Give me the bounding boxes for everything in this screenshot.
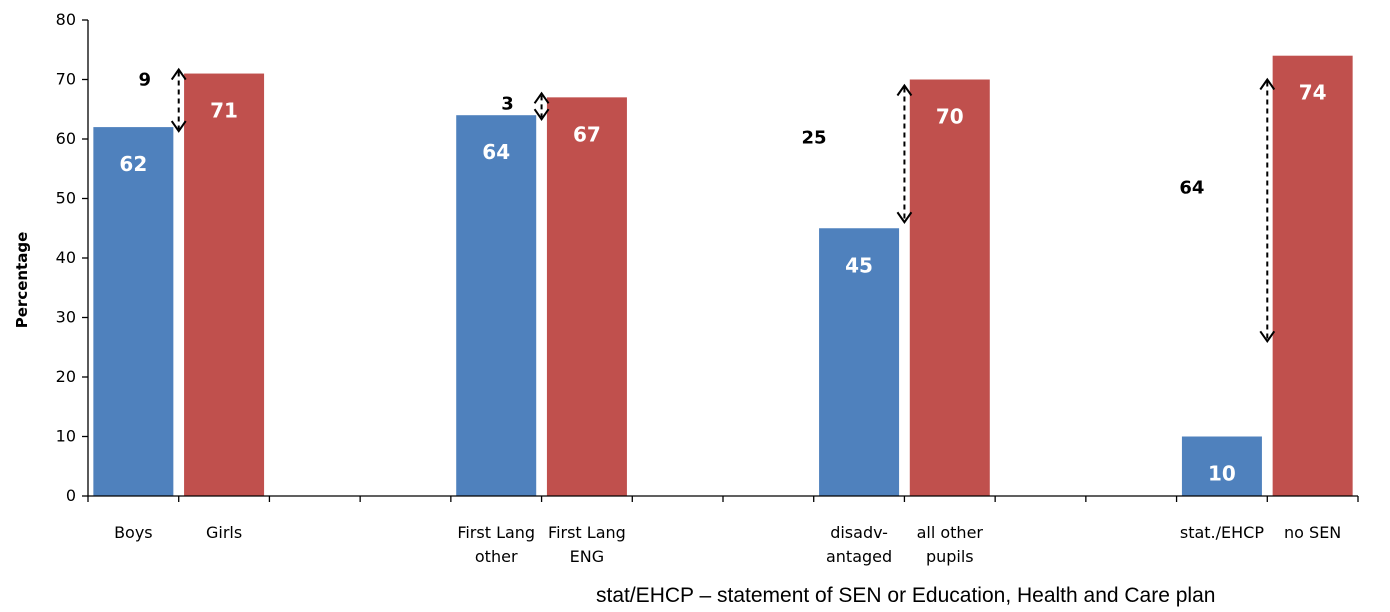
gap-arrow bbox=[533, 91, 550, 121]
gap-arrow-head-up bbox=[896, 83, 913, 97]
data-label: 64 bbox=[482, 140, 510, 164]
data-label: 74 bbox=[1299, 81, 1327, 105]
bar bbox=[456, 115, 537, 496]
x-tick-label: disadv- bbox=[830, 523, 888, 542]
gap-arrow-head-down bbox=[170, 120, 187, 133]
x-tick-label: stat./EHCP bbox=[1180, 523, 1264, 542]
gap-arrow-head-down bbox=[896, 211, 913, 224]
x-tick-label: First Lang bbox=[457, 523, 535, 542]
bar bbox=[1272, 55, 1353, 496]
y-tick-label: 30 bbox=[56, 308, 76, 327]
bar bbox=[546, 97, 627, 496]
data-label: 45 bbox=[845, 253, 873, 277]
y-tick-label: 40 bbox=[56, 248, 76, 267]
data-label: 70 bbox=[936, 105, 964, 129]
gap-arrow bbox=[170, 67, 187, 133]
x-tick-label: no SEN bbox=[1284, 523, 1341, 542]
data-label: 62 bbox=[119, 152, 147, 176]
y-tick-label: 70 bbox=[56, 70, 76, 89]
y-tick-label: 10 bbox=[56, 427, 76, 446]
y-tick-label: 60 bbox=[56, 129, 76, 148]
gap-arrow-head-down bbox=[1259, 330, 1276, 344]
bar bbox=[909, 79, 990, 496]
gap-arrow-head-up bbox=[170, 67, 187, 81]
gap-arrow-head-up bbox=[533, 91, 550, 104]
x-tick-label: Girls bbox=[206, 523, 242, 542]
y-tick-label: 0 bbox=[66, 486, 76, 505]
data-label: 67 bbox=[573, 122, 601, 146]
bar bbox=[184, 73, 265, 497]
gap-label: 3 bbox=[501, 93, 514, 114]
gap-label: 64 bbox=[1179, 178, 1204, 199]
x-tick-label: all other bbox=[917, 523, 984, 542]
y-tick-label: 20 bbox=[56, 367, 76, 386]
y-tick-label: 50 bbox=[56, 189, 76, 208]
bar bbox=[819, 228, 900, 496]
gap-arrow-head-down bbox=[533, 108, 550, 121]
gap-label: 25 bbox=[802, 128, 827, 149]
x-tick-label: First Lang bbox=[548, 523, 626, 542]
data-label: 71 bbox=[210, 99, 238, 123]
gap-arrow-head-up bbox=[1259, 77, 1276, 91]
gap-arrow bbox=[1259, 77, 1276, 344]
x-tick-label: other bbox=[475, 547, 518, 566]
footnote: stat/EHCP – statement of SEN or Educatio… bbox=[596, 584, 1216, 607]
gap-label: 9 bbox=[138, 70, 151, 91]
bar bbox=[93, 127, 174, 496]
bar bbox=[1181, 436, 1262, 496]
x-tick-label: pupils bbox=[926, 547, 974, 566]
data-label: 10 bbox=[1208, 462, 1236, 486]
y-tick-label: 80 bbox=[56, 10, 76, 29]
gap-arrow bbox=[896, 83, 913, 224]
y-axis-label: Percentage bbox=[13, 232, 31, 329]
x-tick-label: ENG bbox=[570, 547, 604, 566]
x-tick-label: antaged bbox=[826, 547, 892, 566]
x-tick-label: Boys bbox=[114, 523, 153, 542]
